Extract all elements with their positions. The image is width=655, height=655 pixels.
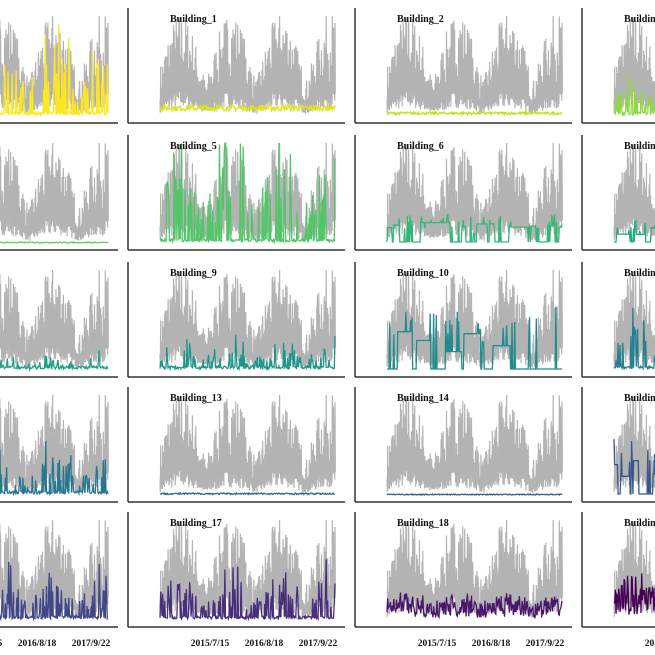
panel-title: Building_10 (397, 268, 449, 279)
panel-title: Building_17 (170, 518, 222, 529)
building-series-line (387, 306, 562, 370)
panel-title: Building_6 (397, 141, 444, 152)
x-tick-label: 2015/7/15 (191, 639, 230, 649)
x-tick-label: 2017/9/22 (526, 639, 565, 649)
building-series-line (613, 307, 655, 371)
panel-building_15: Building_15 (581, 387, 655, 503)
building-series-line (0, 349, 109, 373)
reference-series-line (159, 269, 336, 368)
panel-title: Building_9 (170, 268, 217, 279)
reference-series-line (159, 394, 336, 493)
panel-building_3: Building_3 (581, 8, 655, 124)
panel-title: Building_19 (624, 518, 655, 529)
reference-series-line (0, 269, 109, 368)
panel-title: Building_3 (624, 14, 655, 25)
x-tick-label: 2015/7/15 (645, 639, 655, 649)
panel-building_1: Building_1 (127, 8, 345, 124)
x-tick-label: 2016/8/18 (245, 639, 284, 649)
panel-building_13: Building_13 (127, 387, 345, 503)
panel-title: Building_11 (624, 268, 655, 279)
building-series-line (0, 241, 109, 245)
panel-title: Building_5 (170, 141, 217, 152)
reference-series-line (0, 394, 109, 493)
panel-building_4: Building_4 (0, 142, 118, 251)
x-tick-label: 2015/7/15 (0, 639, 3, 649)
panel-building_5: Building_5 (127, 135, 345, 251)
x-tick-label: 2015/7/15 (418, 639, 457, 649)
building-series-line (159, 334, 336, 372)
panel-title: Building_18 (397, 518, 449, 529)
building-series-line (0, 24, 109, 118)
building-series-line (613, 77, 655, 118)
panel-building_14: Building_14 (354, 387, 572, 503)
reference-series-line (386, 394, 563, 493)
panel-title: Building_13 (170, 393, 222, 404)
panel-title: Building_15 (624, 393, 655, 404)
x-tick-label: 2017/9/22 (72, 639, 111, 649)
panel-title: Building_14 (397, 393, 449, 404)
building-series-line (386, 109, 563, 117)
x-tick-label: 2016/8/18 (18, 639, 57, 649)
panel-building_8: Building_8 (0, 269, 118, 378)
panel-building_6: Building_6 (354, 135, 572, 251)
building-series-line (614, 220, 655, 243)
reference-series-line (159, 15, 336, 114)
panel-building_0: Building_0 (0, 15, 118, 124)
panel-building_11: Building_11 (581, 262, 655, 378)
panel-title: Building_7 (624, 141, 655, 152)
panel-building_12: Building_12 (0, 394, 118, 503)
reference-series-line (613, 396, 655, 492)
building-series-line (386, 492, 563, 496)
building-series-line (386, 213, 563, 243)
reference-series-line (613, 144, 655, 240)
building-series-line (159, 102, 336, 114)
building-series-line (0, 561, 109, 622)
x-tick-label: 2016/8/18 (472, 639, 511, 649)
panel-building_2: Building_2 (354, 8, 572, 124)
building-series-line (0, 441, 109, 497)
panel-building_17: Building_17 2015/7/15 2016/8/18 2017/9/22 (127, 512, 345, 649)
building-series-line (159, 142, 336, 245)
building-series-line (386, 592, 563, 619)
panel-building_10: Building_10 (354, 262, 572, 378)
reference-series-line (0, 142, 109, 241)
panel-building_7: Building_7 (581, 135, 655, 251)
reference-series-line (613, 17, 655, 113)
panel-building_9: Building_9 (127, 262, 345, 378)
building-series-line (159, 559, 336, 622)
building-series-line (159, 491, 336, 496)
x-tick-label: 2017/9/22 (299, 639, 338, 649)
building-series-line (613, 439, 655, 495)
panel-title: Building_2 (397, 14, 444, 25)
panel-title: Building_1 (170, 14, 217, 25)
panel-building_18: Building_18 2015/7/15 2016/8/18 2017/9/22 (354, 512, 572, 649)
reference-series-line (386, 15, 563, 114)
building-series-line (613, 573, 655, 615)
